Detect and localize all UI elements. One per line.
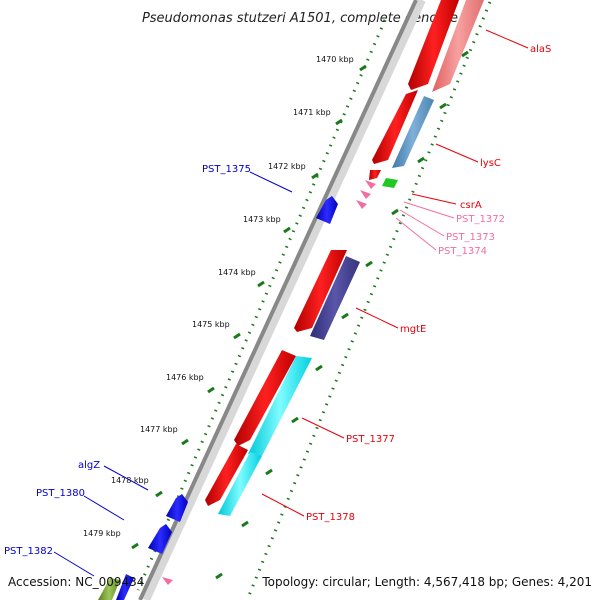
gene-PST1378-cog[interactable]	[218, 452, 262, 516]
label-PST1382[interactable]: PST_1382	[4, 546, 53, 557]
kbp-label: 1475 kbp	[192, 320, 230, 329]
gene-mgtE-cog[interactable]	[310, 256, 360, 340]
gene-lysC-forward[interactable]	[372, 90, 418, 164]
gene-PST1372-marker[interactable]	[365, 180, 376, 189]
label-PST1377[interactable]: PST_1377	[346, 434, 395, 445]
label-PST1373[interactable]: PST_1373	[446, 232, 495, 243]
leader-alaS	[485, 29, 529, 49]
gene-PST1382[interactable]	[116, 574, 134, 600]
leader-algZ	[103, 465, 149, 491]
gene-PST1374-marker[interactable]	[356, 200, 367, 209]
forward-strand-genes	[205, 0, 459, 506]
gene-csrA-cog[interactable]	[382, 178, 398, 188]
leader-PST1378	[261, 493, 305, 517]
gene-algZ[interactable]	[166, 494, 188, 522]
gene-PST1377-cog[interactable]	[248, 356, 312, 456]
gene-csrA-forward[interactable]	[369, 170, 381, 180]
rna-features	[162, 180, 376, 585]
label-PST1380[interactable]: PST_1380	[36, 488, 85, 499]
label-algZ[interactable]: algZ	[78, 460, 100, 471]
inner-ticks	[215, 50, 469, 580]
gene-mgtE-forward[interactable]	[294, 250, 347, 332]
gene-lysC-cog[interactable]	[392, 96, 434, 168]
backbone-shadow	[142, 0, 426, 600]
kbp-label: 1472 kbp	[268, 162, 306, 171]
kbp-label: 1474 kbp	[218, 268, 256, 277]
leader-PST1373	[399, 209, 445, 237]
gene-PST1378-forward[interactable]	[205, 444, 248, 506]
kbp-label: 1470 kbp	[316, 55, 354, 64]
leader-lines	[53, 29, 529, 577]
kbp-label: 1477 kbp	[140, 425, 178, 434]
gene-PST1373-marker[interactable]	[360, 190, 371, 199]
reverse-strand-genes	[98, 196, 338, 600]
label-PST1375[interactable]: PST_1375	[202, 164, 251, 175]
topology-text: Topology: circular; Length: 4,567,418 bp…	[261, 575, 592, 589]
kbp-label: 1473 kbp	[243, 215, 281, 224]
leader-PST1382	[53, 551, 95, 577]
label-alaS[interactable]: alaS	[530, 44, 551, 55]
leader-PST1372	[403, 201, 455, 219]
label-PST1378[interactable]: PST_1378	[306, 512, 355, 523]
leader-csrA	[411, 193, 457, 205]
label-mgtE[interactable]: mgtE	[400, 324, 426, 335]
gene-labels: alaS lysC csrA PST_1372 PST_1373 PST_137…	[4, 44, 551, 557]
leader-mgtE	[355, 307, 399, 329]
kbp-label: 1479 kbp	[83, 529, 121, 538]
gene-olive-bottom[interactable]	[98, 578, 120, 600]
label-lysC[interactable]: lysC	[480, 158, 501, 169]
kbp-label: 1476 kbp	[166, 373, 204, 382]
gene-PST1377-forward[interactable]	[234, 350, 296, 446]
leader-PST1374	[395, 217, 437, 251]
label-csrA[interactable]: csrA	[460, 200, 482, 211]
gene-alaS-cog[interactable]	[432, 0, 484, 92]
kbp-label: 1471 kbp	[293, 108, 331, 117]
gene-small-marker[interactable]	[162, 577, 173, 585]
gene-alaS-forward[interactable]	[408, 0, 459, 90]
gene-PST1380[interactable]	[148, 524, 172, 554]
kbp-ticks	[131, 64, 367, 550]
accession-text: Accession: NC_009434	[8, 575, 144, 589]
leader-PST1377	[301, 417, 345, 439]
gene-PST1375[interactable]	[316, 196, 338, 224]
inner-dotted-scale	[246, 1, 492, 599]
leader-PST1375	[249, 171, 293, 193]
label-PST1372[interactable]: PST_1372	[456, 214, 505, 225]
leader-PST1380	[83, 495, 125, 521]
map-title: Pseudomonas stutzeri A1501, complete gen…	[142, 11, 458, 26]
cog-genes	[218, 0, 484, 516]
leader-lysC	[435, 143, 479, 163]
label-PST1374[interactable]: PST_1374	[438, 246, 487, 257]
